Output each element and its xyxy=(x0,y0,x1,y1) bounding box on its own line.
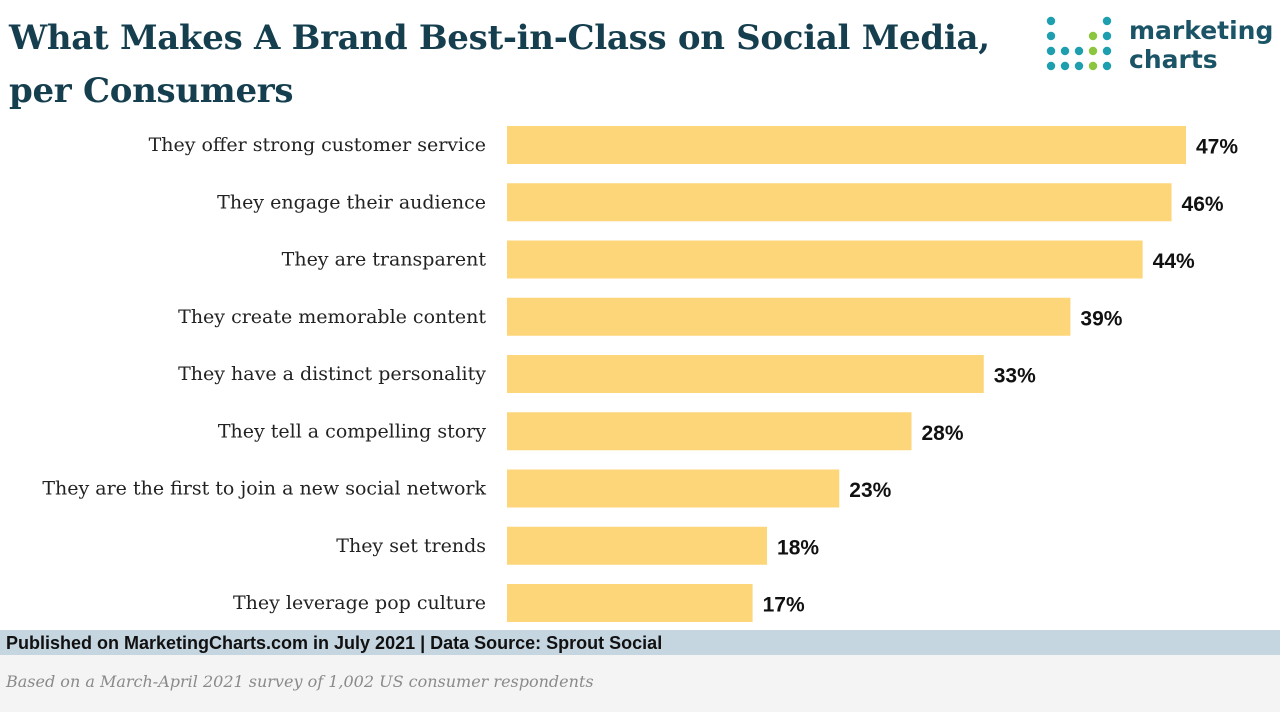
category-label: They leverage pop culture xyxy=(233,592,486,614)
category-label: They create memorable content xyxy=(178,306,486,328)
category-label: They tell a compelling story xyxy=(218,420,486,442)
footer-source-bar: Published on MarketingCharts.com in July… xyxy=(0,630,1280,655)
bar xyxy=(507,412,912,451)
logo-dot xyxy=(1046,31,1056,41)
logo-dot xyxy=(1060,46,1070,56)
data-label: 28% xyxy=(922,422,964,445)
data-label: 33% xyxy=(994,365,1036,388)
bar xyxy=(507,297,1071,336)
category-label: They are transparent xyxy=(282,249,487,271)
footer-note-area: Based on a March-April 2021 survey of 1,… xyxy=(0,655,1280,712)
logo-line-2: charts xyxy=(1129,45,1218,74)
logo-dot xyxy=(1060,61,1070,71)
logo-dot xyxy=(1088,31,1098,41)
category-label: They offer strong customer service xyxy=(149,134,486,156)
logo-dot xyxy=(1102,46,1112,56)
bar-chart: They offer strong customer service 47% The… xyxy=(42,126,1238,622)
data-label: 39% xyxy=(1080,307,1122,330)
logo-line-1: marketing xyxy=(1129,16,1274,45)
data-label: 23% xyxy=(849,479,891,502)
logo-dot xyxy=(1074,46,1084,56)
logo-wordmark: marketing charts xyxy=(1129,16,1273,74)
logo-dot xyxy=(1046,46,1056,56)
bar xyxy=(507,126,1186,164)
data-label: 47% xyxy=(1196,136,1238,159)
footer-published-text: Published on MarketingCharts.com in July… xyxy=(6,633,663,653)
data-label: 46% xyxy=(1182,193,1224,216)
bar xyxy=(507,240,1143,279)
category-label: They have a distinct personality xyxy=(178,363,486,385)
chart-title: What Makes A Brand Best-in-Class on Soci… xyxy=(9,18,990,111)
bar xyxy=(507,355,984,393)
data-label: 44% xyxy=(1153,250,1195,273)
category-label: They are the first to join a new social … xyxy=(42,478,486,500)
logo-dot xyxy=(1102,61,1112,71)
logo-dot xyxy=(1046,61,1056,71)
bar xyxy=(507,183,1172,222)
logo-dot xyxy=(1074,61,1084,71)
logo-dot xyxy=(1088,61,1098,71)
marketing-charts-logo: marketing charts xyxy=(1046,14,1276,84)
footer-methodology-note: Based on a March-April 2021 survey of 1,… xyxy=(6,672,594,691)
logo-dot xyxy=(1088,46,1098,56)
data-label: 18% xyxy=(777,536,819,559)
data-label: 17% xyxy=(763,594,805,617)
bar xyxy=(507,584,753,622)
logo-dot xyxy=(1102,16,1112,26)
category-label: They engage their audience xyxy=(217,191,486,213)
bar xyxy=(507,469,840,508)
logo-dot xyxy=(1102,31,1112,41)
logo-dot xyxy=(1046,16,1056,26)
bar xyxy=(507,526,768,565)
logo-dots-icon xyxy=(1046,16,1112,71)
category-label: They set trends xyxy=(336,535,486,557)
